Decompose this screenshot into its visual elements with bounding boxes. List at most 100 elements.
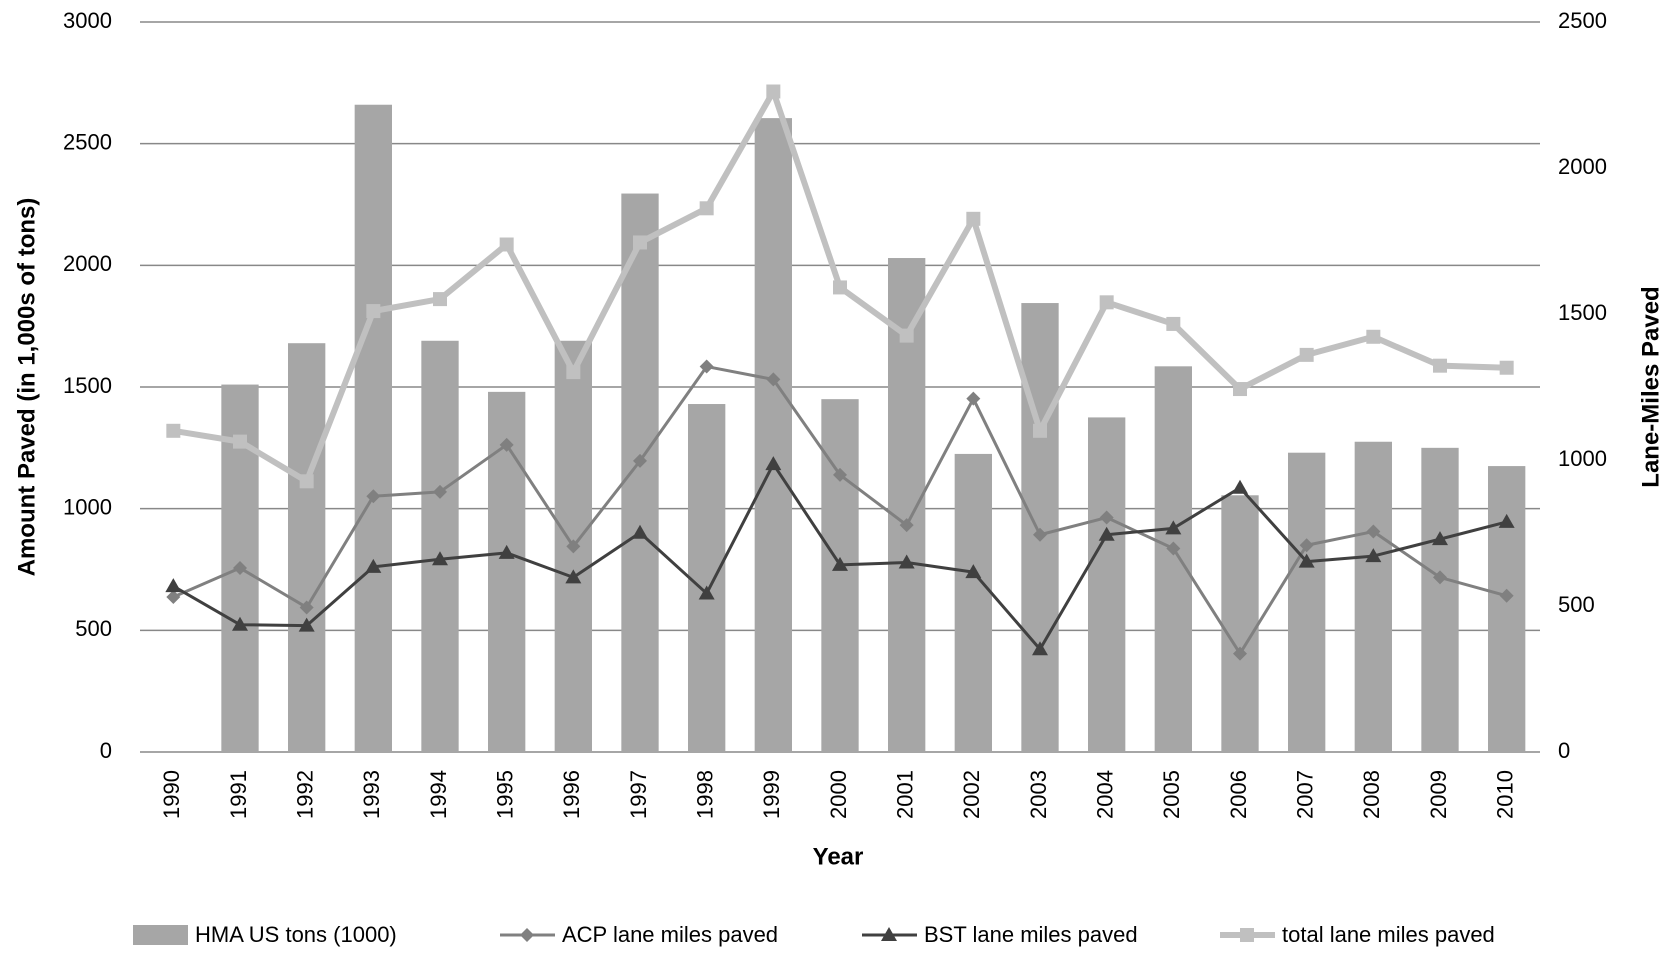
- marker: [498, 544, 515, 559]
- marker: [1233, 646, 1247, 661]
- x-tick-label: 1997: [626, 770, 651, 819]
- marker: [1498, 513, 1515, 528]
- marker: [1499, 588, 1514, 603]
- x-tick-label: 2003: [1026, 770, 1051, 819]
- marker: [966, 211, 981, 226]
- marker: [1366, 524, 1381, 539]
- marker: [1166, 316, 1181, 331]
- marker: [1033, 527, 1047, 542]
- legend-marker: [520, 928, 534, 942]
- marker: [366, 489, 381, 504]
- bar: [421, 340, 459, 752]
- bar: [1488, 466, 1526, 752]
- marker: [1233, 382, 1247, 397]
- bar: [1354, 441, 1392, 752]
- x-tick-label: 2009: [1426, 770, 1451, 819]
- bar: [621, 193, 659, 753]
- marker: [1166, 541, 1181, 556]
- legend-label: ACP lane miles paved: [562, 922, 778, 947]
- y2-tick-label: 500: [1558, 592, 1595, 617]
- y2-tick-label: 1500: [1558, 300, 1607, 325]
- x-tick-label: 2008: [1359, 770, 1384, 819]
- y-tick-label: 2500: [63, 129, 112, 154]
- x-tick-label: 1994: [426, 770, 451, 819]
- bar: [354, 104, 392, 752]
- marker: [1433, 358, 1447, 373]
- bar: [954, 453, 992, 752]
- marker: [833, 280, 847, 295]
- marker: [1033, 423, 1047, 438]
- marker: [633, 453, 647, 468]
- marker: [499, 237, 514, 252]
- x-tick-label: 2001: [892, 770, 917, 819]
- legend-label: HMA US tons (1000): [195, 922, 397, 947]
- marker: [366, 304, 381, 319]
- x-tick-label: 1996: [559, 770, 584, 819]
- legend-marker: [881, 927, 897, 941]
- marker: [633, 235, 647, 250]
- marker: [298, 617, 315, 632]
- marker: [1366, 329, 1381, 344]
- legend-marker: [1240, 928, 1254, 942]
- y2-axis-title: Lane-Miles Paved: [1637, 286, 1664, 487]
- x-tick-label: 2000: [826, 770, 851, 819]
- marker: [1499, 360, 1514, 375]
- marker: [899, 518, 914, 533]
- marker: [232, 616, 248, 631]
- marker: [632, 524, 648, 539]
- marker: [1232, 479, 1248, 494]
- marker: [566, 539, 581, 554]
- bar: [754, 118, 792, 752]
- marker: [899, 328, 914, 343]
- x-tick-label: 1998: [692, 770, 717, 819]
- marker: [1298, 553, 1315, 568]
- marker: [433, 484, 447, 499]
- marker: [966, 391, 981, 406]
- x-tick-label: 1992: [292, 770, 317, 819]
- y-tick-label: 1000: [63, 494, 112, 519]
- marker: [166, 589, 181, 604]
- marker: [698, 585, 715, 600]
- marker: [1098, 526, 1115, 541]
- marker: [433, 292, 447, 307]
- marker: [299, 600, 314, 615]
- marker: [1099, 295, 1114, 310]
- bar: [821, 399, 859, 752]
- x-tick-label: 1993: [359, 770, 384, 819]
- x-tick-label: 2006: [1226, 770, 1251, 819]
- bar: [1421, 447, 1459, 752]
- marker: [1365, 548, 1382, 563]
- marker: [1099, 510, 1114, 525]
- x-tick-label: 1995: [492, 770, 517, 819]
- bar: [1154, 366, 1192, 752]
- x-tick-label: 2002: [959, 770, 984, 819]
- marker: [166, 423, 181, 438]
- marker: [965, 564, 982, 579]
- bar: [688, 404, 726, 752]
- marker: [233, 434, 247, 449]
- y2-tick-label: 0: [1558, 738, 1570, 763]
- marker: [1432, 531, 1448, 546]
- x-tick-label: 2005: [1159, 770, 1184, 819]
- marker: [766, 84, 781, 99]
- marker: [566, 365, 581, 380]
- marker: [233, 561, 247, 576]
- bar: [1288, 452, 1326, 752]
- y2-tick-label: 2500: [1558, 8, 1607, 33]
- marker: [833, 467, 847, 482]
- marker: [299, 474, 314, 489]
- marker: [699, 201, 714, 216]
- bar: [1221, 495, 1259, 752]
- marker: [1299, 538, 1314, 553]
- x-axis-title: Year: [813, 843, 864, 870]
- x-tick-label: 2007: [1292, 770, 1317, 819]
- x-tick-label: 2010: [1492, 770, 1517, 819]
- bar: [288, 343, 326, 752]
- y2-tick-label: 2000: [1558, 154, 1607, 179]
- y-tick-label: 500: [75, 616, 112, 641]
- y-tick-label: 2000: [63, 251, 112, 276]
- y-tick-label: 3000: [63, 8, 112, 33]
- bar: [1021, 303, 1059, 752]
- marker: [1165, 520, 1182, 535]
